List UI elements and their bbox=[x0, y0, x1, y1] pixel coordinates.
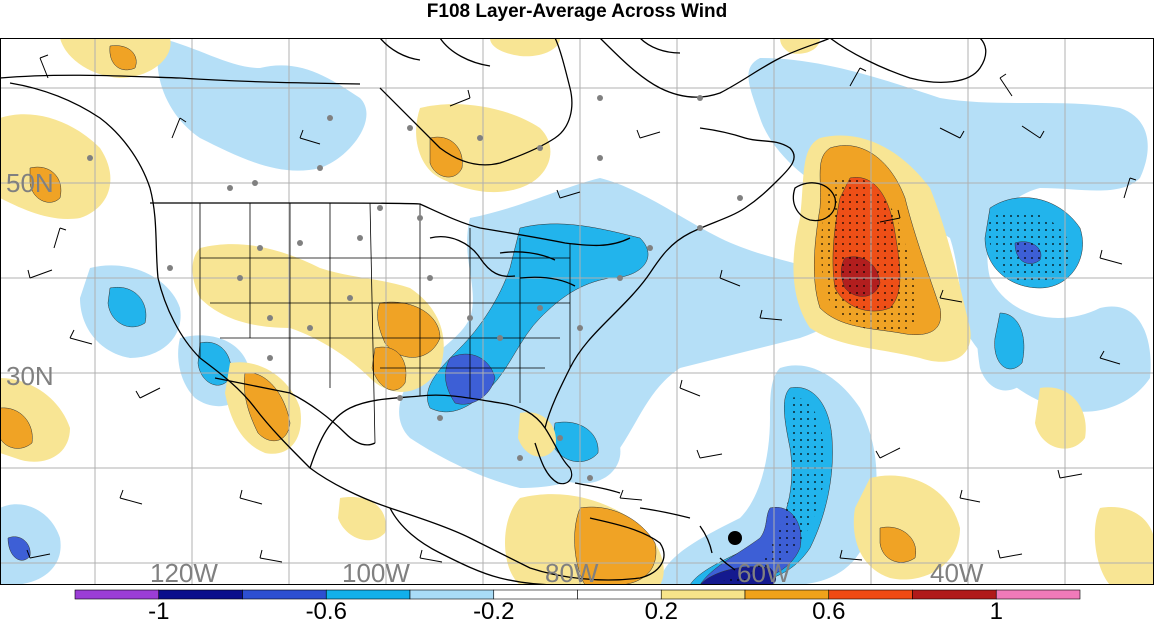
anomaly-region bbox=[574, 506, 657, 585]
lon-label-100w: 100W bbox=[342, 558, 410, 585]
wind-barbs bbox=[26, 54, 1137, 563]
anomaly-region bbox=[107, 286, 147, 328]
canadian-archipelago bbox=[379, 38, 681, 67]
anomaly-region bbox=[429, 136, 463, 178]
map-panel: 50N 30N 120W 100W 80W 60W 40W bbox=[0, 38, 1154, 585]
colorbar-label: 1 bbox=[990, 598, 1003, 622]
lat-label-50n: 50N bbox=[6, 168, 54, 198]
station-dots bbox=[87, 95, 743, 481]
anomaly-region bbox=[1035, 387, 1086, 449]
colorbar-bins bbox=[74, 589, 1081, 600]
anomaly-region bbox=[0, 114, 111, 219]
great-lakes bbox=[429, 236, 576, 287]
colorbar-labels: -1 -0.6 -0.2 0.2 0.6 1 bbox=[148, 598, 1003, 622]
colorbar-label: 0.2 bbox=[645, 598, 678, 622]
stippled-significance-area bbox=[710, 397, 825, 585]
anomaly-region bbox=[377, 301, 441, 358]
anomaly-region bbox=[109, 45, 137, 71]
gulf-coast bbox=[309, 394, 573, 485]
us-mexico-border bbox=[214, 377, 376, 446]
colorbar: -1 -0.6 -0.2 0.2 0.6 1 bbox=[74, 589, 1081, 622]
anomaly-region bbox=[7, 536, 31, 561]
colorbar-bin bbox=[912, 589, 997, 600]
colorbar-label: -0.2 bbox=[473, 598, 514, 622]
anomaly-region bbox=[994, 312, 1025, 370]
anomaly-region bbox=[0, 407, 33, 449]
coastlines-and-borders bbox=[0, 38, 987, 585]
anomaly-region bbox=[879, 526, 917, 563]
colorbar-label: -1 bbox=[148, 598, 169, 622]
anomaly-region bbox=[780, 38, 820, 54]
anomaly-region bbox=[0, 504, 61, 585]
stippled-significance-area bbox=[821, 176, 919, 334]
colorbar-bin bbox=[74, 589, 160, 600]
canada-us-border bbox=[150, 202, 631, 247]
axis-labels: 50N 30N 120W 100W 80W 60W 40W bbox=[6, 168, 984, 585]
anomaly-region bbox=[338, 497, 386, 541]
anomaly-region bbox=[371, 346, 407, 391]
central-america-coast bbox=[389, 507, 561, 585]
newfoundland bbox=[792, 182, 837, 222]
lat-label-30n: 30N bbox=[6, 361, 54, 391]
anomaly-region bbox=[853, 475, 960, 580]
anomaly-region bbox=[29, 166, 62, 203]
map-title: F108 Layer-Average Across Wind bbox=[426, 1, 728, 22]
us-state-lines bbox=[199, 202, 571, 444]
lon-label-120w: 120W bbox=[150, 558, 218, 585]
anomaly-region bbox=[157, 38, 367, 171]
colorbar-label: -0.6 bbox=[306, 598, 347, 622]
colorbar-bin bbox=[158, 589, 243, 600]
lon-label-60w: 60W bbox=[737, 558, 791, 585]
colorbar-bin bbox=[995, 589, 1081, 600]
lon-label-80w: 80W bbox=[545, 558, 599, 585]
arctic-coast bbox=[0, 38, 831, 98]
east-coast bbox=[544, 127, 795, 429]
anomaly-region bbox=[1094, 507, 1154, 585]
colorbar-label: 0.6 bbox=[812, 598, 845, 622]
hudson-bay-coast bbox=[379, 38, 573, 166]
anomaly-region bbox=[490, 38, 560, 57]
lat-lon-grid bbox=[0, 38, 1154, 585]
stippled-significance-area bbox=[988, 211, 1071, 284]
storm-center-marker bbox=[728, 531, 742, 545]
caribbean-islands bbox=[574, 482, 736, 571]
anomaly-region bbox=[820, 97, 856, 132]
lon-label-40w: 40W bbox=[930, 558, 984, 585]
greenland-coast bbox=[829, 38, 987, 83]
anomaly-region bbox=[244, 372, 291, 442]
